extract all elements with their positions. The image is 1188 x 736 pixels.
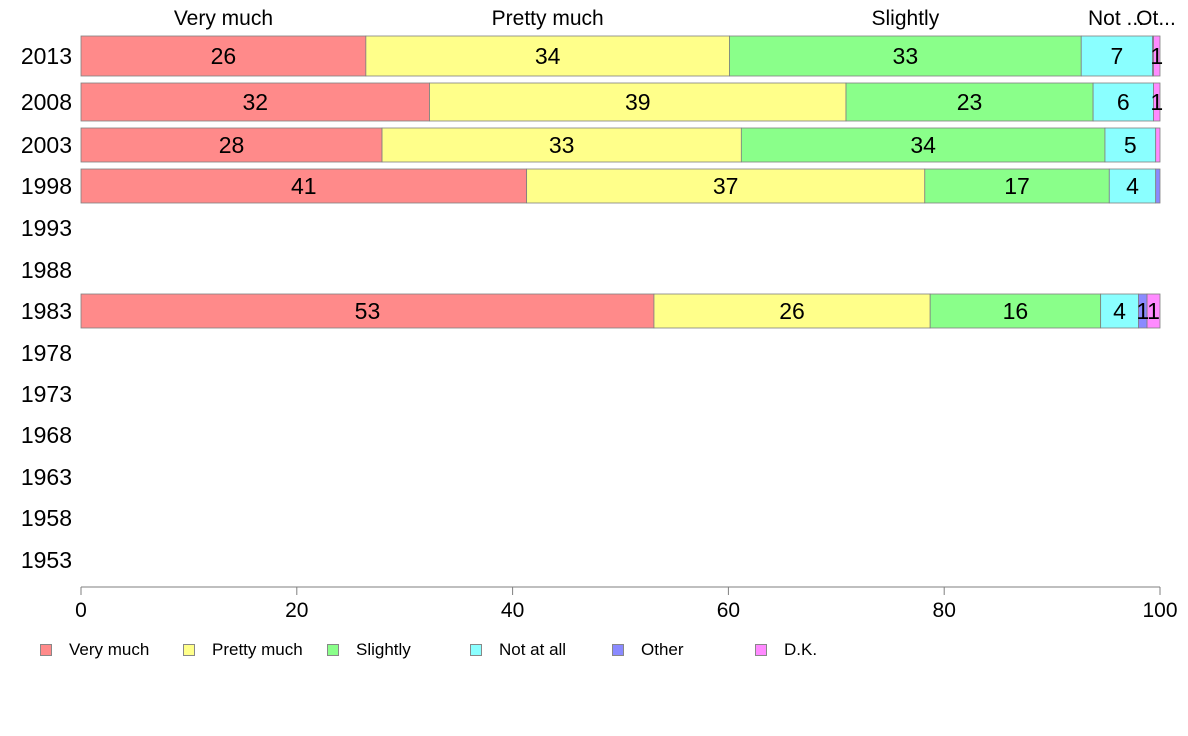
- legend-swatch: [183, 644, 195, 656]
- data-label: 28: [219, 132, 245, 158]
- bar-segment: [653, 293, 931, 329]
- legend-label: Slightly: [356, 640, 411, 659]
- bar-segment: [365, 35, 730, 77]
- bar-segment: [1155, 127, 1161, 163]
- data-label: 1: [1150, 89, 1163, 115]
- data-label: 53: [355, 298, 381, 324]
- bar-segment: [80, 168, 528, 204]
- data-label: 32: [242, 89, 268, 115]
- category-label: 1993: [21, 215, 72, 241]
- category-label: 1998: [21, 173, 72, 199]
- data-label: 34: [535, 43, 561, 69]
- x-tick-label: 20: [285, 599, 308, 622]
- category-label: 1953: [21, 547, 72, 573]
- data-label: 34: [910, 132, 936, 158]
- data-label: 37: [713, 173, 739, 199]
- bar-segment: [1153, 82, 1161, 122]
- legend-item: D.K.: [755, 640, 817, 660]
- category-label: 1963: [21, 464, 72, 490]
- x-tick-label: 80: [933, 599, 956, 622]
- legend-swatch: [327, 644, 339, 656]
- bar-segment: [80, 293, 655, 329]
- category-label: 2003: [21, 132, 72, 158]
- category-label: 1968: [21, 422, 72, 448]
- data-label: 4: [1113, 298, 1126, 324]
- legend-label: Other: [641, 640, 684, 659]
- bar-segment: [1155, 168, 1161, 204]
- legend-item: Very much: [40, 640, 149, 660]
- x-tick-label: 0: [75, 599, 87, 622]
- category-label: 1988: [21, 257, 72, 283]
- bar-segment: [1108, 168, 1157, 204]
- x-tick-label: 40: [501, 599, 524, 622]
- top-series-label: Very much: [174, 7, 273, 30]
- legend-label: Pretty much: [212, 640, 303, 659]
- top-series-label: Pretty much: [492, 7, 604, 30]
- data-label: 33: [893, 43, 919, 69]
- bar-segment: [1092, 82, 1154, 122]
- data-label: 1: [1136, 298, 1149, 324]
- data-label: 7: [1110, 43, 1123, 69]
- data-label: 5: [1124, 132, 1137, 158]
- legend-item: Slightly: [327, 640, 411, 660]
- legend-item: Other: [612, 640, 684, 660]
- legend-label: Not at all: [499, 640, 567, 659]
- legend-label: D.K.: [784, 640, 818, 659]
- data-label: 33: [549, 132, 575, 158]
- bar-segment: [845, 82, 1094, 122]
- category-label: 1983: [21, 298, 72, 324]
- legend-item: Not at all: [470, 640, 566, 660]
- bar-segment: [1153, 35, 1161, 77]
- data-label: 1: [1147, 298, 1160, 324]
- top-series-label: Slightly: [872, 7, 940, 30]
- legend-item: Pretty much: [183, 640, 303, 660]
- data-label: 1: [1150, 43, 1163, 69]
- bar-segment: [80, 82, 430, 122]
- top-series-label: Ot...: [1136, 7, 1176, 30]
- category-label: 2013: [21, 43, 72, 69]
- data-label: 17: [1004, 173, 1030, 199]
- top-series-label: Not ...: [1088, 7, 1144, 30]
- bar-segment: [1080, 35, 1153, 77]
- bar-segment: [924, 168, 1110, 204]
- x-tick-label: 60: [717, 599, 740, 622]
- category-label: 1978: [21, 340, 72, 366]
- legend-swatch: [470, 644, 482, 656]
- data-label: 41: [291, 173, 317, 199]
- data-label: 6: [1117, 89, 1130, 115]
- category-label: 1973: [21, 381, 72, 407]
- legend-label: Very much: [69, 640, 150, 659]
- bar-segment: [80, 35, 367, 77]
- data-label: 16: [1003, 298, 1029, 324]
- bar-segment: [1146, 293, 1161, 329]
- bar-segment: [429, 82, 847, 122]
- bar-segment: [729, 35, 1082, 77]
- legend-swatch: [40, 644, 52, 656]
- x-tick-label: 100: [1142, 599, 1177, 622]
- bar-segment: [381, 127, 742, 163]
- bar-segment: [929, 293, 1102, 329]
- data-label: 26: [211, 43, 237, 69]
- legend-swatch: [755, 644, 767, 656]
- stacked-bar-chart: 2013 2008 2003 1998 1993 1988 1983 1978 1973 1968…: [21, 7, 1178, 622]
- bar-segment: [80, 127, 383, 163]
- category-label: 1958: [21, 505, 72, 531]
- bar-segment: [1100, 293, 1139, 329]
- data-label: 4: [1126, 173, 1139, 199]
- data-label: 39: [625, 89, 651, 115]
- data-label: 26: [779, 298, 805, 324]
- bar-segment: [740, 127, 1106, 163]
- data-label: 23: [957, 89, 983, 115]
- category-label: 2008: [21, 89, 72, 115]
- legend-swatch: [612, 644, 624, 656]
